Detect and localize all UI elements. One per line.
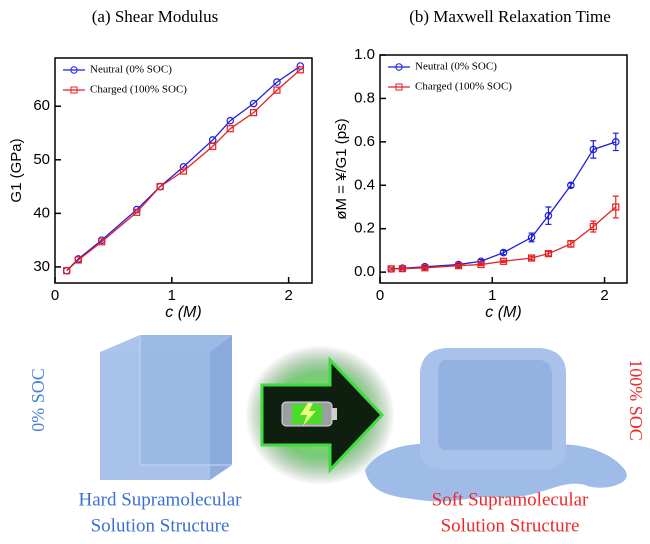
chart-title: (a) Shear Modulus (92, 7, 219, 26)
x-tick-label: 0 (51, 287, 59, 304)
y-tick-label: 60 (33, 97, 50, 114)
chart-title: (b) Maxwell Relaxation Time (409, 7, 611, 26)
state-label: 100% SOC (626, 359, 646, 441)
error-bar (613, 133, 619, 150)
y-tick-label: 0.0 (354, 263, 375, 280)
x-tick-label: 2 (284, 287, 292, 304)
legend-label: Neutral (0% SOC) (90, 64, 172, 76)
error-bar (568, 183, 574, 187)
y-tick-label: 0.8 (354, 89, 375, 106)
legend-label: Neutral (0% SOC) (415, 61, 497, 73)
y-axis-label: G1 (GPa) (8, 138, 25, 202)
error-bar (613, 196, 619, 218)
y-axis-label: øM = ¥/G1 (ps) (333, 118, 350, 219)
x-tick-label: 1 (488, 287, 496, 304)
legend-label: Charged (100% SOC) (90, 84, 187, 96)
error-bar (590, 221, 596, 232)
x-axis-label: c (M) (485, 304, 521, 321)
y-tick-label: 0.6 (354, 133, 375, 150)
caption: Solution Structure (91, 515, 230, 536)
soft-cube (365, 348, 627, 501)
y-tick-label: 0.4 (354, 176, 375, 193)
x-tick-label: 1 (168, 287, 176, 304)
state-label: 0% SOC (28, 368, 48, 432)
y-tick-label: 30 (33, 258, 50, 275)
y-tick-label: 40 (33, 204, 50, 221)
caption: Solution Structure (441, 515, 580, 536)
x-axis-label: c (M) (165, 304, 201, 321)
caption: Hard Supramolecular (78, 489, 242, 510)
error-bar (590, 141, 596, 158)
figure: 0% SOC 100% SOC Hard Supramolecular Solu… (0, 0, 650, 539)
legend-label: Charged (100% SOC) (415, 81, 512, 93)
y-tick-label: 1.0 (354, 46, 375, 63)
error-bar (545, 207, 551, 224)
y-tick-label: 0.2 (354, 220, 375, 237)
x-tick-label: 0 (376, 287, 384, 304)
hard-cube (100, 335, 232, 480)
y-tick-label: 50 (33, 151, 50, 168)
x-tick-label: 2 (600, 287, 608, 304)
caption: Soft Supramolecular (432, 489, 589, 510)
